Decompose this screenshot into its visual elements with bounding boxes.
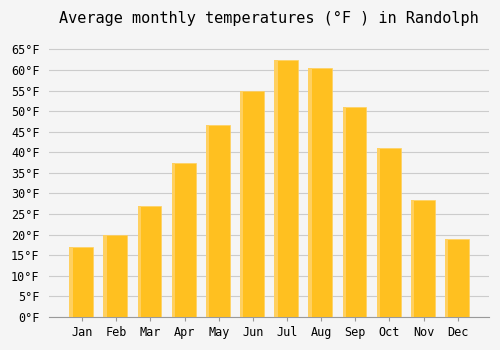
Bar <box>411 199 414 317</box>
Bar <box>138 206 141 317</box>
Bar <box>446 239 469 317</box>
Bar <box>208 126 230 317</box>
Title: Average monthly temperatures (°F ) in Randolph: Average monthly temperatures (°F ) in Ra… <box>59 11 479 26</box>
Bar <box>140 206 162 317</box>
Bar <box>71 247 93 317</box>
Bar <box>412 199 435 317</box>
Bar <box>174 162 196 317</box>
Bar <box>70 247 72 317</box>
Bar <box>104 234 107 317</box>
Bar <box>274 60 278 317</box>
Bar <box>206 126 210 317</box>
Bar <box>308 68 312 317</box>
Bar <box>342 107 346 317</box>
Bar <box>310 68 332 317</box>
Bar <box>344 107 366 317</box>
Bar <box>240 91 244 317</box>
Bar <box>378 148 400 317</box>
Bar <box>242 91 264 317</box>
Bar <box>445 239 448 317</box>
Bar <box>376 148 380 317</box>
Bar <box>172 162 175 317</box>
Bar <box>276 60 298 317</box>
Bar <box>105 234 128 317</box>
